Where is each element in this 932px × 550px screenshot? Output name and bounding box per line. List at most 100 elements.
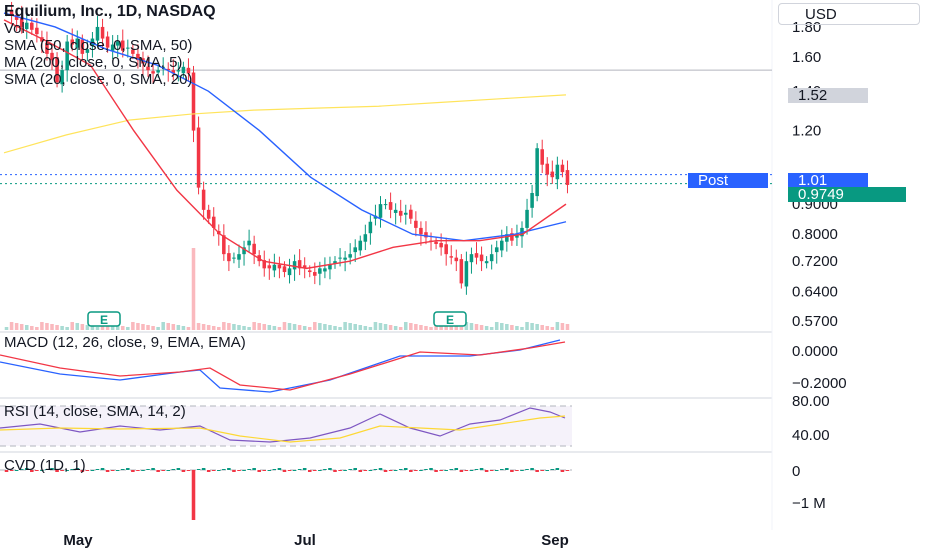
candle-body: [515, 234, 519, 238]
candle-body: [14, 14, 19, 20]
candle-body: [156, 70, 160, 73]
cvd-bar: [247, 469, 251, 470]
candle-body: [146, 66, 150, 71]
currency-button[interactable]: USD: [778, 3, 920, 25]
volume-bar: [277, 327, 282, 330]
candle-body: [469, 254, 474, 263]
cvd-bar: [348, 469, 352, 470]
cvd-bar: [307, 470, 312, 472]
candle-body: [282, 266, 287, 273]
volume-bar: [409, 323, 413, 330]
volume-bar: [50, 324, 54, 330]
cvd-bar: [378, 468, 383, 470]
cvd-label[interactable]: CVD (1D, 1): [4, 457, 86, 474]
candle-body: [424, 232, 428, 238]
cvd-bar: [373, 469, 378, 470]
volume-label[interactable]: Vol: [4, 20, 25, 37]
candle-body: [550, 171, 555, 178]
cvd-bar: [565, 470, 570, 471]
macd-label[interactable]: MACD (12, 26, close, 9, EMA, EMA): [4, 334, 246, 351]
cvd-tick-label: −1 M: [792, 495, 826, 512]
volume-bar: [560, 323, 565, 330]
candle-body: [449, 256, 454, 258]
volume-bar: [262, 324, 267, 330]
candle-body: [383, 204, 388, 206]
cvd-bar: [540, 470, 544, 471]
candle-body: [328, 264, 332, 270]
volume-bar: [95, 327, 100, 330]
volume-bar: [454, 326, 459, 330]
candle-body: [191, 72, 196, 131]
candle-body: [131, 49, 135, 54]
volume-bar: [449, 325, 454, 330]
volume-bar: [429, 327, 433, 330]
volume-bar: [222, 322, 226, 330]
volume-bar: [40, 322, 44, 330]
candle-body: [459, 259, 464, 284]
volume-bar: [201, 324, 206, 330]
sma50-label[interactable]: SMA (50, close, 0, SMA, 50): [4, 37, 193, 54]
candle-body: [297, 260, 302, 269]
candle-body: [35, 27, 39, 35]
sma20-label[interactable]: SMA (20, close, 0, SMA, 20): [4, 71, 193, 88]
cvd-bar: [419, 470, 423, 471]
candle-body: [227, 253, 231, 262]
candle-body: [434, 241, 438, 244]
volume-bar: [297, 325, 302, 330]
volume-bar: [120, 326, 125, 330]
cvd-bar: [85, 470, 90, 471]
cvd-bar: [469, 470, 474, 471]
cvd-bar: [95, 469, 100, 470]
cvd-bar: [343, 470, 347, 471]
candle-body: [358, 240, 363, 251]
sma20-line: [3, 19, 567, 270]
cvd-bar: [449, 469, 454, 470]
cvd-bar: [70, 469, 74, 470]
candle-body: [247, 240, 251, 246]
volume-bar: [176, 325, 181, 330]
volume-bar: [267, 325, 272, 330]
volume-bar: [217, 327, 221, 330]
cvd-bar: [35, 470, 39, 471]
volume-bar: [211, 326, 216, 330]
candle-body: [555, 164, 560, 180]
cvd-bar: [313, 470, 317, 471]
ma200-label[interactable]: MA (200, close, 0, SMA, 5): [4, 54, 183, 71]
cvd-bar: [429, 468, 433, 470]
cvd-bar: [414, 470, 418, 471]
price-tick-label: 1.60: [792, 49, 821, 66]
volume-bar: [489, 327, 494, 330]
symbol-title[interactable]: Equilium, Inc., 1D, NASDAQ: [4, 3, 216, 20]
candle-body: [302, 265, 307, 269]
cvd-bar: [196, 469, 201, 470]
volume-bar: [151, 326, 155, 330]
volume-bar: [520, 327, 524, 330]
cvd-bar: [424, 469, 428, 470]
volume-bar: [550, 327, 555, 330]
cvd-bar: [217, 470, 221, 471]
volume-bar: [247, 327, 251, 330]
cvd-bar: [297, 469, 302, 470]
cvd-bar: [90, 470, 95, 471]
volume-bar: [85, 325, 90, 330]
rsi-label[interactable]: RSI (14, close, SMA, 14, 2): [4, 403, 186, 420]
volume-bar: [141, 324, 145, 330]
cvd-bar: [464, 470, 469, 471]
volume-bar: [302, 326, 307, 330]
candle-body: [505, 234, 509, 242]
candle-body: [272, 264, 277, 271]
candle-body: [161, 66, 165, 68]
last-price-tag: 0.9749: [788, 187, 906, 203]
candle-body: [237, 254, 241, 260]
volume-bar: [515, 326, 519, 330]
cvd-bar: [500, 469, 504, 470]
cvd-bar: [484, 470, 489, 472]
candle-body: [206, 209, 211, 219]
cvd-bar: [535, 470, 539, 472]
candle-body: [252, 243, 256, 255]
cvd-bar: [479, 468, 484, 470]
cvd-bar: [161, 470, 165, 471]
price-tick-label: 0.8000: [792, 226, 838, 243]
cvd-bar: [100, 468, 105, 470]
